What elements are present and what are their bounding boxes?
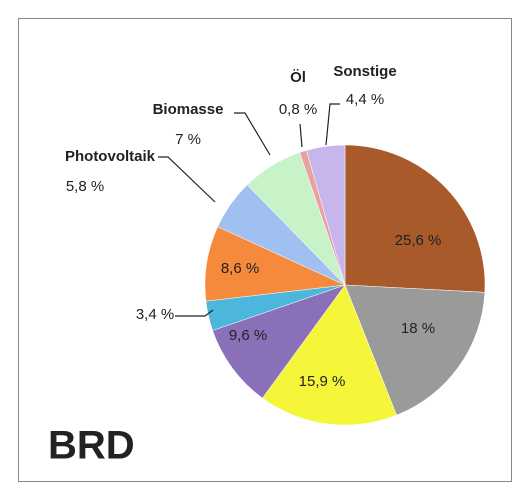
- data-label: 4,4 %: [346, 91, 384, 108]
- pie-slice: [344, 284, 486, 416]
- chart-title: BRD: [48, 424, 135, 468]
- leader-line: [158, 156, 216, 203]
- data-label: 5,8 %: [66, 178, 104, 195]
- data-label: 7 %: [175, 131, 201, 148]
- pie-slice: [306, 144, 346, 286]
- data-label: 8,6 %: [221, 260, 259, 277]
- data-label: 18 %: [401, 320, 435, 337]
- leader-line: [234, 112, 271, 156]
- pie-slice: [212, 284, 346, 399]
- data-label: 3,4 %: [136, 306, 174, 323]
- category-label: Sonstige: [333, 63, 396, 80]
- pie-slice: [262, 284, 397, 426]
- category-label: Öl: [290, 69, 306, 86]
- data-label: 9,6 %: [229, 327, 267, 344]
- category-label: Biomasse: [153, 101, 224, 118]
- data-label: 15,9 %: [299, 373, 346, 390]
- data-label: 0,8 %: [279, 101, 317, 118]
- category-label: Photovoltaik: [65, 148, 156, 165]
- leader-line: [299, 123, 303, 148]
- pie: [204, 144, 486, 426]
- leader-line: [175, 309, 214, 317]
- pie-slice: [344, 144, 486, 293]
- data-label: 25,6 %: [395, 232, 442, 249]
- leader-line: [325, 103, 340, 146]
